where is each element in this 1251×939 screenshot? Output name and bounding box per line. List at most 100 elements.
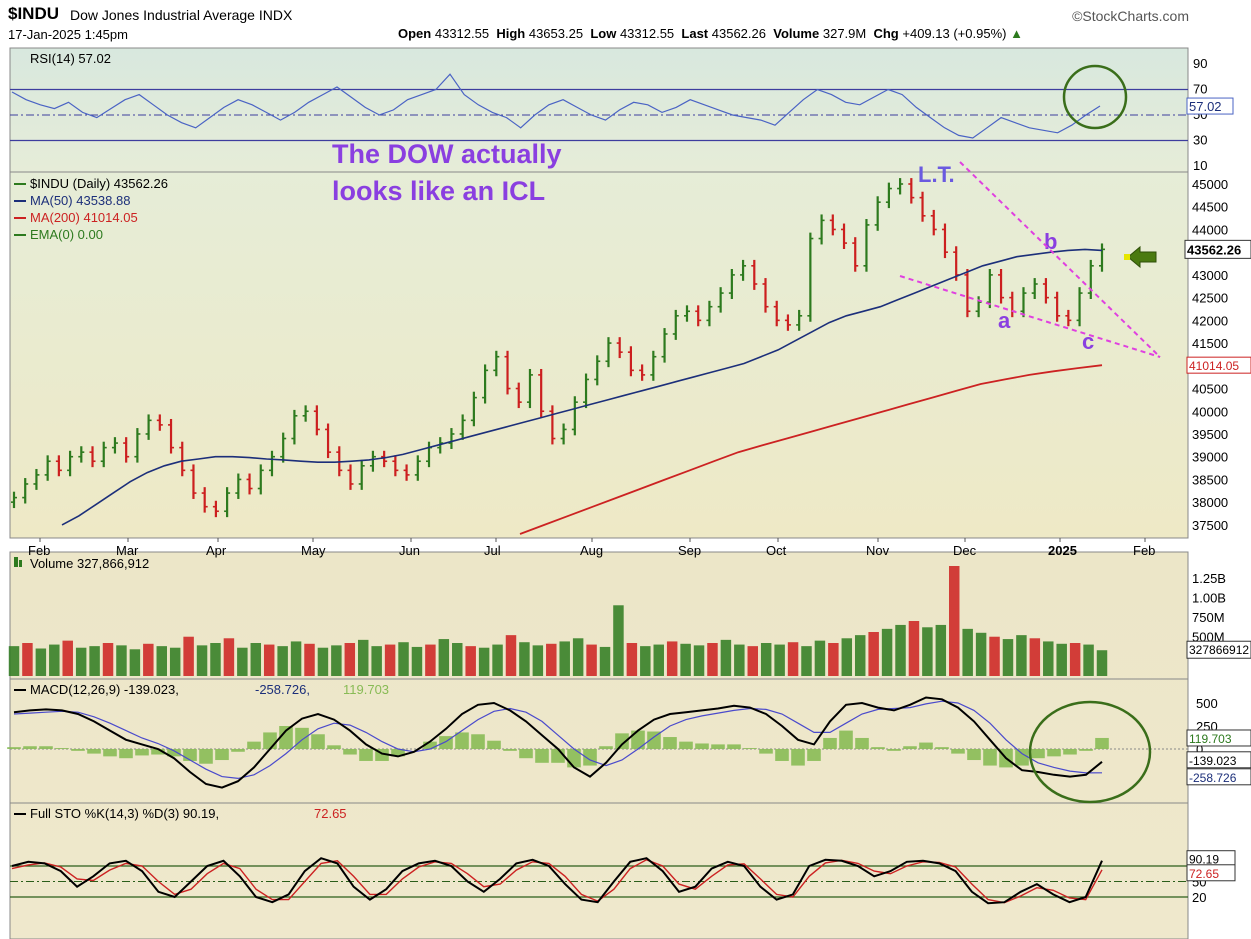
volume-bar — [680, 643, 691, 676]
macd-histogram-bar — [311, 734, 325, 749]
macd-histogram-bar — [855, 737, 869, 749]
stoch-k-line — [11, 857, 1103, 905]
macd-histogram-bar — [231, 749, 245, 752]
macd-histogram-bar — [151, 749, 165, 755]
volume-bar — [8, 646, 20, 676]
rsi-title: RSI(14) 57.02 — [30, 51, 111, 66]
sto-value-label: 72.65 — [1189, 867, 1219, 881]
chg-value: +409.13 (+0.95%) — [902, 26, 1007, 41]
last-price-label: 43562.26 — [1187, 242, 1241, 257]
macd-histogram-bar — [295, 727, 309, 749]
ma200-line — [519, 364, 1103, 535]
volume-bar — [465, 646, 476, 676]
macd-signal-title: -258.726, — [255, 682, 310, 697]
macd-histogram-bar — [695, 743, 709, 749]
chart-datetime: 17-Jan-2025 1:45pm — [8, 27, 128, 42]
macd-histogram-bar — [791, 749, 805, 766]
x-tick-label: Dec — [953, 543, 977, 558]
macd-value-label: -139.023 — [1189, 754, 1237, 768]
x-tick-label: Apr — [206, 543, 227, 558]
volume-bar — [49, 644, 60, 676]
price-tick-label: 39000 — [1192, 450, 1228, 465]
volume-bar — [143, 643, 154, 676]
macd-histogram-bar — [711, 744, 725, 749]
volume-bar — [747, 646, 759, 676]
volume-bar — [989, 636, 1000, 676]
macd-histogram-bar — [455, 732, 469, 749]
price-tick-label: 45000 — [1192, 177, 1228, 192]
legend-entry: $INDU (Daily) 43562.26 — [30, 176, 168, 191]
price-tick-label: 42500 — [1192, 291, 1228, 306]
trendline-upper — [959, 161, 1161, 358]
volume-bar — [344, 643, 356, 676]
volume-bar — [653, 644, 664, 676]
ohlc-summary: Open 43312.55 High 43653.25 Low 43312.55… — [398, 26, 1023, 41]
volume-bar — [89, 646, 100, 676]
volume-bar — [801, 646, 812, 676]
macd-histogram-bar — [807, 749, 821, 761]
volume-bar — [317, 647, 329, 676]
volume-bar — [129, 649, 141, 676]
stock-chart: 9070503010RSI(14) 57.0257.02450004450044… — [0, 44, 1251, 939]
x-tick-label: Feb — [28, 543, 50, 558]
macd-histogram-bar — [983, 749, 997, 766]
ma200-value-box — [1186, 356, 1251, 374]
chart-header: $INDU Dow Jones Industrial Average INDX … — [0, 0, 1251, 44]
macd-value-box — [1186, 768, 1251, 786]
volume-icon — [14, 557, 18, 567]
macd-histogram-bar — [1079, 749, 1093, 751]
sto-d-title: 72.65 — [314, 806, 347, 821]
volume-bar — [1069, 643, 1081, 676]
price-tick-label: 43000 — [1192, 268, 1228, 283]
price-tick-label: 42000 — [1192, 313, 1228, 328]
volume-bar — [854, 635, 866, 676]
volume-bar — [1083, 644, 1094, 676]
macd-histogram-bar — [103, 749, 117, 757]
sto-title: Full STO %K(14,3) %D(3) 90.19, — [30, 806, 219, 821]
volume-bar — [666, 641, 678, 676]
legend-entry: EMA(0) 0.00 — [30, 227, 103, 242]
volume-bar — [1096, 650, 1108, 676]
chg-arrow-icon: ▲ — [1010, 26, 1023, 41]
x-tick-label: Sep — [678, 543, 701, 558]
macd-histogram-bar — [1031, 749, 1045, 759]
open-value: 43312.55 — [434, 26, 490, 41]
macd-line — [13, 696, 1103, 789]
macd-histogram-bar — [55, 748, 69, 749]
macd-histogram-bar — [215, 749, 229, 761]
volume-bar — [734, 644, 745, 676]
volume-bar — [949, 566, 960, 676]
price-tick-label: 40500 — [1192, 382, 1228, 397]
x-tick-label: Jul — [484, 543, 501, 558]
volume-bar — [707, 643, 718, 676]
volume-bar — [196, 645, 208, 676]
macd-histogram-bar — [663, 737, 677, 749]
macd-value-box — [1186, 751, 1251, 769]
volume-bar — [962, 628, 973, 676]
volume-value-box — [1186, 640, 1251, 659]
annotation-b-label: b — [1044, 229, 1057, 254]
volume-bar — [22, 643, 33, 676]
sto-tick-label: 20 — [1192, 890, 1206, 905]
macd-histogram-bar — [359, 749, 373, 761]
macd-histogram-bar — [631, 730, 645, 749]
legend-entry: MA(50) 43538.88 — [30, 193, 130, 208]
rsi-value-label: 57.02 — [1189, 99, 1222, 114]
price-tick-label: 39500 — [1192, 427, 1228, 442]
volume-bar — [841, 638, 853, 676]
macd-signal-line — [13, 700, 1103, 780]
macd-histogram-bar — [823, 737, 837, 749]
volume-bar — [519, 642, 530, 676]
macd-histogram-bar — [903, 746, 917, 749]
volume-tick-label: 750M — [1192, 610, 1225, 625]
macd-tick-label: 500 — [1196, 696, 1218, 711]
macd-histogram-bar — [135, 749, 149, 756]
x-tick-label: Oct — [766, 543, 787, 558]
x-tick-label: Nov — [866, 543, 890, 558]
volume-tick-label: 1.25B — [1192, 571, 1226, 586]
volume-bar — [975, 632, 987, 676]
low-label: Low — [590, 26, 617, 41]
macd-histogram-bar — [199, 749, 213, 764]
volume-bar — [626, 643, 638, 676]
volume-title: Volume 327,866,912 — [30, 556, 149, 571]
